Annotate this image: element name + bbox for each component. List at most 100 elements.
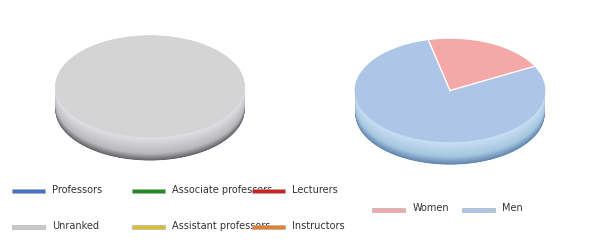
Ellipse shape <box>355 59 545 161</box>
Ellipse shape <box>355 47 545 149</box>
Text: Associate professors: Associate professors <box>172 185 272 195</box>
Ellipse shape <box>55 58 245 160</box>
Ellipse shape <box>355 53 545 155</box>
Ellipse shape <box>55 50 245 152</box>
Ellipse shape <box>355 61 545 163</box>
Ellipse shape <box>355 61 545 163</box>
Ellipse shape <box>355 41 545 143</box>
Ellipse shape <box>355 44 545 146</box>
Ellipse shape <box>355 44 545 146</box>
Ellipse shape <box>355 42 545 144</box>
FancyBboxPatch shape <box>252 189 285 193</box>
Ellipse shape <box>355 57 545 159</box>
Ellipse shape <box>355 63 545 165</box>
Ellipse shape <box>355 59 545 161</box>
Ellipse shape <box>355 51 545 153</box>
Ellipse shape <box>355 55 545 157</box>
Ellipse shape <box>55 58 245 160</box>
Polygon shape <box>429 40 533 90</box>
Ellipse shape <box>355 56 545 158</box>
Text: Professors: Professors <box>52 185 103 195</box>
Ellipse shape <box>55 56 245 158</box>
Ellipse shape <box>55 45 245 147</box>
Ellipse shape <box>355 56 545 158</box>
Ellipse shape <box>55 55 245 157</box>
FancyBboxPatch shape <box>12 189 45 193</box>
Ellipse shape <box>55 51 245 153</box>
Ellipse shape <box>55 50 245 152</box>
Ellipse shape <box>55 52 245 154</box>
Text: Instructors: Instructors <box>292 221 345 231</box>
Ellipse shape <box>355 51 545 153</box>
Ellipse shape <box>55 37 245 139</box>
Ellipse shape <box>355 45 545 147</box>
Ellipse shape <box>355 42 545 144</box>
Ellipse shape <box>355 50 545 152</box>
Ellipse shape <box>355 51 545 153</box>
Ellipse shape <box>55 51 245 153</box>
Ellipse shape <box>55 45 245 147</box>
Ellipse shape <box>355 46 545 148</box>
Ellipse shape <box>55 48 245 150</box>
Ellipse shape <box>355 52 545 154</box>
FancyBboxPatch shape <box>252 225 285 229</box>
Ellipse shape <box>55 53 245 155</box>
Ellipse shape <box>55 50 245 152</box>
Ellipse shape <box>355 46 545 148</box>
Text: Men: Men <box>502 203 523 213</box>
Ellipse shape <box>355 52 545 154</box>
Ellipse shape <box>55 39 245 142</box>
Ellipse shape <box>355 42 545 144</box>
Ellipse shape <box>355 57 545 159</box>
Ellipse shape <box>355 62 545 164</box>
Ellipse shape <box>55 58 245 161</box>
Ellipse shape <box>55 36 245 138</box>
Ellipse shape <box>355 56 545 158</box>
Ellipse shape <box>55 51 245 153</box>
Ellipse shape <box>355 46 545 148</box>
Ellipse shape <box>55 48 245 150</box>
Ellipse shape <box>55 43 245 145</box>
Ellipse shape <box>55 42 245 144</box>
Ellipse shape <box>55 46 245 148</box>
Ellipse shape <box>355 58 545 160</box>
Ellipse shape <box>355 43 545 145</box>
Ellipse shape <box>55 39 245 141</box>
Ellipse shape <box>355 54 545 156</box>
Ellipse shape <box>55 40 245 142</box>
Ellipse shape <box>355 48 545 150</box>
Ellipse shape <box>355 43 545 145</box>
Ellipse shape <box>355 49 545 151</box>
Text: Unranked: Unranked <box>52 221 99 231</box>
Ellipse shape <box>55 44 245 146</box>
Ellipse shape <box>55 40 245 142</box>
Ellipse shape <box>355 44 545 146</box>
Ellipse shape <box>55 38 245 140</box>
Ellipse shape <box>55 45 245 147</box>
Ellipse shape <box>355 45 545 147</box>
Ellipse shape <box>55 54 245 156</box>
Ellipse shape <box>55 35 245 138</box>
Ellipse shape <box>55 39 245 141</box>
Ellipse shape <box>55 53 245 155</box>
Ellipse shape <box>55 36 245 138</box>
Ellipse shape <box>355 40 545 142</box>
Ellipse shape <box>355 59 545 161</box>
Ellipse shape <box>55 44 245 146</box>
Ellipse shape <box>55 41 245 143</box>
Text: Assistant professors: Assistant professors <box>172 221 271 231</box>
Ellipse shape <box>55 36 245 138</box>
Ellipse shape <box>55 38 245 140</box>
Ellipse shape <box>355 50 545 152</box>
Ellipse shape <box>55 43 245 145</box>
Text: Women: Women <box>412 203 449 213</box>
Ellipse shape <box>55 54 245 156</box>
Ellipse shape <box>355 49 545 151</box>
Ellipse shape <box>55 52 245 154</box>
Text: Lecturers: Lecturers <box>292 185 338 195</box>
Ellipse shape <box>355 57 545 159</box>
Ellipse shape <box>55 42 245 144</box>
Ellipse shape <box>55 38 245 140</box>
Ellipse shape <box>55 57 245 159</box>
Ellipse shape <box>55 42 245 144</box>
